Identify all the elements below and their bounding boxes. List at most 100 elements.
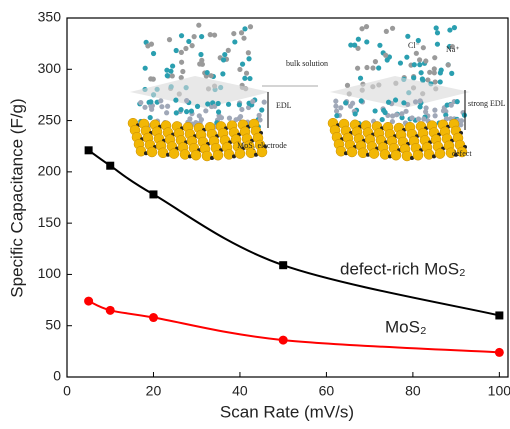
- ion: [239, 61, 246, 67]
- ion: [183, 45, 189, 52]
- ion: [431, 66, 437, 72]
- ion: [401, 100, 407, 106]
- electrode-atom: [434, 148, 446, 159]
- ion: [191, 34, 197, 40]
- ion: [432, 107, 438, 113]
- y-tick-label: 250: [38, 111, 62, 127]
- ion: [188, 108, 195, 114]
- ion: [417, 62, 423, 68]
- ion: [204, 69, 210, 76]
- series-line: [88, 300, 500, 354]
- annotation: bulk solution: [286, 59, 328, 68]
- ion: [350, 100, 356, 106]
- ion: [403, 108, 409, 114]
- ion: [205, 101, 211, 107]
- electrode-atom: [223, 149, 235, 160]
- ion: [334, 113, 340, 119]
- ion: [372, 108, 378, 114]
- ion: [220, 71, 226, 77]
- x-tick-label: 40: [232, 383, 248, 399]
- ion: [355, 45, 361, 51]
- ion: [359, 26, 365, 32]
- ion: [208, 73, 214, 79]
- ion: [344, 82, 351, 88]
- electrode-atom: [168, 148, 180, 159]
- ion: [142, 104, 148, 110]
- marker: [105, 305, 115, 315]
- ion: [458, 118, 465, 124]
- ion: [431, 70, 437, 76]
- ion: [178, 49, 184, 56]
- marker: [149, 190, 158, 199]
- electrode-atom: [410, 156, 414, 160]
- ion: [447, 27, 453, 33]
- ion: [158, 98, 164, 104]
- ion: [226, 115, 233, 121]
- ion: [354, 65, 361, 71]
- y-axis-title: Specific Capacitance (F/g): [7, 98, 26, 297]
- series-label: defect-rich MoS₂: [340, 259, 466, 278]
- ion: [189, 43, 195, 49]
- ion: [247, 75, 253, 82]
- ion: [198, 117, 205, 123]
- ion: [199, 33, 205, 40]
- ion: [237, 113, 244, 120]
- electrode-atom: [157, 147, 169, 159]
- marker: [84, 296, 94, 306]
- electrode-atom: [179, 149, 191, 160]
- ion: [432, 55, 438, 61]
- marker: [278, 335, 288, 345]
- ion: [445, 62, 451, 68]
- ion: [363, 24, 370, 30]
- y-tick-label: 300: [38, 60, 62, 76]
- ion: [372, 59, 379, 65]
- ion: [381, 107, 387, 114]
- ion: [225, 101, 232, 107]
- x-tick-label: 0: [63, 383, 71, 399]
- ion: [383, 28, 389, 34]
- ion: [440, 108, 447, 114]
- ion: [409, 115, 415, 121]
- y-tick-label: 350: [38, 9, 62, 25]
- ion: [389, 25, 396, 31]
- marker: [84, 146, 93, 155]
- ion: [376, 65, 382, 71]
- series-line: [88, 149, 500, 317]
- ion: [377, 42, 383, 48]
- ion: [427, 69, 433, 75]
- ion: [165, 103, 171, 109]
- ion: [444, 102, 450, 108]
- ion: [364, 64, 370, 71]
- ion: [418, 70, 424, 76]
- ion: [389, 113, 396, 119]
- ion: [437, 70, 443, 76]
- ion: [411, 75, 417, 81]
- ion: [237, 66, 243, 73]
- ion: [142, 65, 148, 71]
- ion: [259, 107, 265, 113]
- annotation: Cl⁻: [408, 41, 420, 50]
- ion: [168, 68, 174, 74]
- ion: [417, 57, 423, 63]
- ion: [417, 98, 423, 104]
- ion: [236, 102, 242, 108]
- ion: [207, 32, 213, 38]
- ion: [415, 116, 422, 122]
- ion: [449, 70, 455, 76]
- ion: [178, 75, 184, 81]
- ion: [432, 79, 438, 85]
- ion: [423, 109, 429, 115]
- electrode-atom: [146, 146, 158, 158]
- ion: [393, 112, 400, 118]
- ion: [159, 104, 165, 110]
- ion: [370, 65, 376, 71]
- electrode-atom: [454, 152, 458, 157]
- ion: [333, 108, 340, 114]
- ion: [220, 57, 227, 63]
- electrode-atom: [390, 149, 402, 161]
- electrode-atom: [346, 146, 358, 158]
- plot-frame: [66, 17, 509, 378]
- ion: [385, 99, 392, 105]
- ion: [212, 103, 218, 109]
